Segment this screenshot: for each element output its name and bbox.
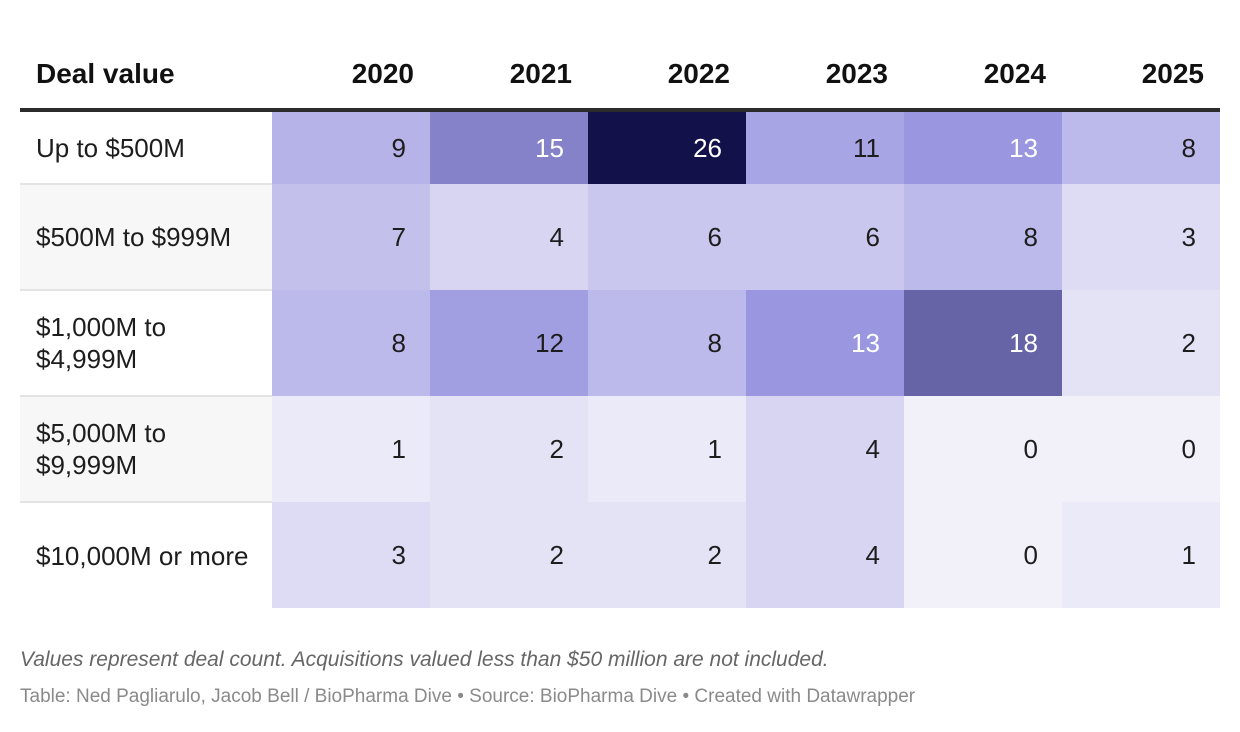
column-header: 2024 <box>904 40 1062 112</box>
heatmap-cell: 8 <box>272 290 430 396</box>
heatmap-cell: 8 <box>904 184 1062 290</box>
row-label: $5,000M to $9,999M <box>20 396 272 503</box>
heatmap-cell: 8 <box>1062 110 1220 184</box>
heatmap-cell: 0 <box>1062 396 1220 502</box>
heatmap-cell: 7 <box>272 184 430 290</box>
heatmap-cell: 2 <box>1062 290 1220 396</box>
heatmap-cell: 11 <box>746 110 904 184</box>
heatmap-table: Deal value 2020 2021 2022 2023 2024 2025… <box>20 40 1220 608</box>
row-label: $1,000M to $4,999M <box>20 290 272 397</box>
table-row: $5,000M to $9,999M 1 2 1 4 0 0 <box>20 396 1220 503</box>
chart-credits: Table: Ned Pagliarulo, Jacob Bell / BioP… <box>20 686 916 707</box>
heatmap-cell: 2 <box>430 502 588 608</box>
heatmap-cell: 9 <box>272 110 430 184</box>
chart-note: Values represent deal count. Acquisition… <box>20 648 829 671</box>
heatmap-cell: 18 <box>904 290 1062 396</box>
column-header: 2022 <box>588 40 746 112</box>
heatmap-cell: 1 <box>272 396 430 502</box>
row-label: $10,000M or more <box>20 502 272 608</box>
heatmap-cell: 13 <box>746 290 904 396</box>
heatmap-cell: 6 <box>588 184 746 290</box>
column-header: 2023 <box>746 40 904 112</box>
table-row: $500M to $999M 7 4 6 6 8 3 <box>20 184 1220 291</box>
row-label: Up to $500M <box>20 110 272 185</box>
table-row: $1,000M to $4,999M 8 12 8 13 18 2 <box>20 290 1220 397</box>
heatmap-cell: 8 <box>588 290 746 396</box>
heatmap-cell: 0 <box>904 396 1062 502</box>
heatmap-cell: 4 <box>746 502 904 608</box>
header-row: Deal value 2020 2021 2022 2023 2024 2025 <box>20 40 1220 112</box>
heatmap-cell: 13 <box>904 110 1062 184</box>
heatmap-body: Up to $500M 9 15 26 11 13 8 $500M to $999M 7 4 6 6 8… <box>20 110 1220 608</box>
heatmap-cell: 6 <box>746 184 904 290</box>
heatmap-cell: 2 <box>588 502 746 608</box>
column-header: 2021 <box>430 40 588 112</box>
heatmap-cell: 15 <box>430 110 588 184</box>
column-header: 2025 <box>1062 40 1220 112</box>
row-label: $500M to $999M <box>20 184 272 291</box>
row-header: Deal value <box>20 40 272 112</box>
heatmap-cell: 1 <box>1062 502 1220 608</box>
heatmap-cell: 2 <box>430 396 588 502</box>
table-row: Up to $500M 9 15 26 11 13 8 <box>20 110 1220 185</box>
heatmap-cell: 0 <box>904 502 1062 608</box>
heatmap-cell: 3 <box>1062 184 1220 290</box>
heatmap-cell: 26 <box>588 110 746 184</box>
heatmap-cell: 1 <box>588 396 746 502</box>
heatmap-cell: 12 <box>430 290 588 396</box>
table-row: $10,000M or more 3 2 2 4 0 1 <box>20 502 1220 608</box>
heatmap-cell: 3 <box>272 502 430 608</box>
heatmap-cell: 4 <box>746 396 904 502</box>
column-header: 2020 <box>272 40 430 112</box>
heatmap-cell: 4 <box>430 184 588 290</box>
